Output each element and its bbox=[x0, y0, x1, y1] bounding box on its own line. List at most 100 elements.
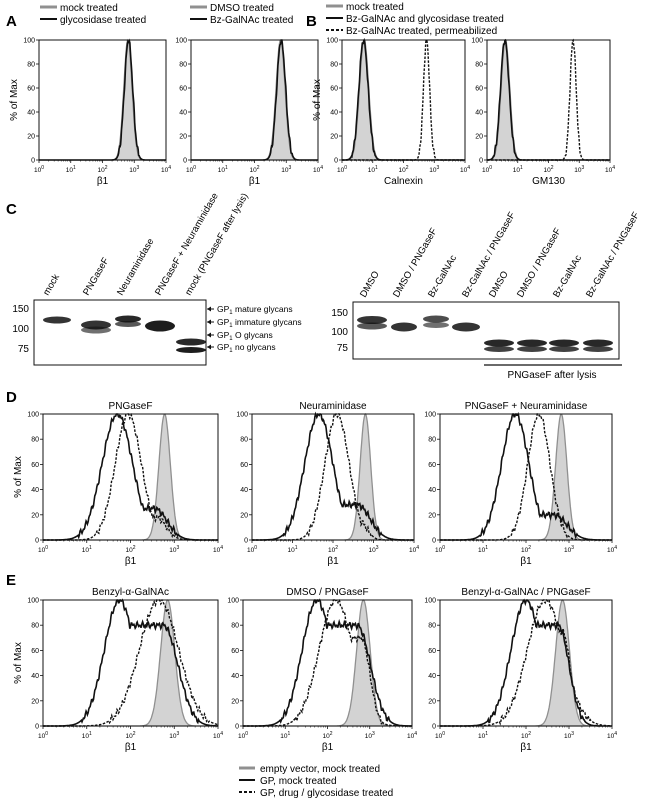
x-tick-label: 104 bbox=[161, 165, 171, 174]
y-tick-label: 80 bbox=[475, 62, 483, 69]
x-axis-label: β1 bbox=[520, 742, 532, 753]
y-tick-label: 80 bbox=[31, 623, 39, 630]
annotation-arrowhead bbox=[207, 344, 211, 350]
blot-band bbox=[357, 316, 387, 324]
y-tick-label: 80 bbox=[179, 62, 187, 69]
series-solid bbox=[191, 39, 318, 161]
histogram-panels: 0 20 40 60 80 100 100 101 102 103 104 β1 % of Max 0 20… bbox=[9, 38, 617, 754]
legend-bottom-gp-drug: GP, drug / glycosidase treated bbox=[260, 788, 393, 799]
y-tick-label: 80 bbox=[31, 437, 39, 444]
blot-band bbox=[484, 346, 514, 352]
lane-label: Bz-GalNAc bbox=[551, 253, 584, 299]
chart-title: DMSO / PNGaseF bbox=[286, 587, 368, 598]
y-tick-label: 60 bbox=[27, 86, 35, 93]
panel-letter-b: B bbox=[306, 13, 317, 30]
y-axis-label: % of Max bbox=[312, 79, 323, 121]
x-tick-label: 102 bbox=[398, 165, 408, 174]
histogram-e3: Benzyl-α-GalNAc / PNGaseF 0 20 40 60 80 100 100… bbox=[424, 587, 617, 753]
blot-band bbox=[115, 321, 141, 327]
y-tick-label: 100 bbox=[175, 38, 187, 45]
legend-a1-glycosidase: glycosidase treated bbox=[60, 15, 146, 26]
x-axis-label: β1 bbox=[322, 742, 334, 753]
x-tick-label: 100 bbox=[482, 165, 492, 174]
plot-frame bbox=[42, 413, 219, 541]
annotation-arrowhead bbox=[207, 306, 211, 312]
y-tick-label: 20 bbox=[475, 134, 483, 141]
x-tick-label: 101 bbox=[287, 545, 297, 554]
x-tick-label: 103 bbox=[564, 731, 574, 740]
y-tick-label: 60 bbox=[475, 86, 483, 93]
series-solid bbox=[43, 598, 218, 727]
y-tick-label: 100 bbox=[27, 412, 39, 419]
blot-right-bracket-label: PNGaseF after lysis bbox=[508, 370, 597, 381]
x-tick-label: 102 bbox=[97, 165, 107, 174]
x-axis-label: β1 bbox=[125, 742, 137, 753]
legend-b-glycosidase: Bz-GalNAc and glycosidase treated bbox=[346, 14, 504, 25]
series-dashed bbox=[440, 598, 613, 727]
annotation-arrowhead bbox=[207, 332, 211, 338]
x-tick-label: 104 bbox=[409, 545, 419, 554]
panel-letter-e: E bbox=[6, 572, 16, 589]
lane-label: Bz-GalNAc bbox=[426, 253, 459, 299]
y-tick-label: 20 bbox=[27, 134, 35, 141]
y-tick-label: 60 bbox=[240, 462, 248, 469]
histogram-d1: PNGaseF 0 20 40 60 80 100 100 101 102 103 104 β1 % of… bbox=[13, 401, 223, 567]
blot-band bbox=[423, 322, 449, 328]
x-tick-label: 102 bbox=[521, 731, 531, 740]
panel-letter-a: A bbox=[6, 13, 17, 30]
x-tick-label: 103 bbox=[368, 545, 378, 554]
x-tick-label: 100 bbox=[435, 731, 445, 740]
blot-band bbox=[423, 315, 449, 323]
series-dashed bbox=[43, 599, 219, 727]
series-gray bbox=[252, 412, 414, 541]
y-tick-label: 20 bbox=[31, 512, 39, 519]
y-tick-label: 40 bbox=[240, 487, 248, 494]
x-tick-label: 102 bbox=[322, 731, 332, 740]
lane-label: PNGaseF bbox=[81, 256, 111, 298]
series-solid bbox=[43, 413, 218, 541]
histogram-a2: 0 20 40 60 80 100 100 101 102 103 104 β1 bbox=[175, 38, 323, 188]
series-dashed bbox=[43, 412, 218, 541]
panel-letter-d: D bbox=[6, 389, 17, 406]
blot-band bbox=[81, 326, 111, 334]
x-tick-label: 101 bbox=[478, 731, 488, 740]
blot-band bbox=[452, 322, 480, 332]
lane-label: mock bbox=[41, 272, 62, 297]
x-tick-label: 100 bbox=[435, 545, 445, 554]
y-tick-label: 80 bbox=[231, 623, 239, 630]
y-tick-label: 40 bbox=[475, 110, 483, 117]
annotation-label: GP1 mature glycans bbox=[217, 304, 293, 316]
series-gray bbox=[43, 599, 218, 727]
y-tick-label: 100 bbox=[236, 412, 248, 419]
series-solid bbox=[440, 598, 612, 727]
legend-b-mock: mock treated bbox=[346, 2, 404, 13]
chart-title: Benzyl-α-GalNAc / PNGaseF bbox=[461, 587, 590, 598]
lane-label: DMSO bbox=[487, 269, 511, 299]
blot-band bbox=[549, 339, 579, 347]
y-tick-label: 60 bbox=[179, 86, 187, 93]
y-tick-label: 40 bbox=[31, 673, 39, 680]
y-tick-label: 0 bbox=[235, 724, 239, 731]
y-tick-label: 0 bbox=[31, 158, 35, 165]
y-tick-label: 40 bbox=[428, 487, 436, 494]
legend-a1-mock: mock treated bbox=[60, 3, 118, 14]
annotation-label: GP1 no glycans bbox=[217, 342, 276, 354]
blot-right-mw-100: 100 bbox=[331, 327, 348, 338]
series-dashed bbox=[440, 413, 612, 541]
y-tick-label: 80 bbox=[428, 623, 436, 630]
y-tick-label: 60 bbox=[428, 462, 436, 469]
blot-band bbox=[391, 322, 417, 332]
y-tick-label: 0 bbox=[35, 538, 39, 545]
x-tick-label: 104 bbox=[607, 545, 617, 554]
x-tick-label: 102 bbox=[125, 545, 135, 554]
series-solid bbox=[252, 411, 414, 541]
plot-frame bbox=[38, 39, 167, 161]
x-tick-label: 103 bbox=[574, 165, 584, 174]
panel-letter-c: C bbox=[6, 201, 17, 218]
x-tick-label: 100 bbox=[38, 545, 48, 554]
x-tick-label: 103 bbox=[169, 731, 179, 740]
blot-left-bands bbox=[43, 315, 206, 353]
x-tick-label: 104 bbox=[313, 165, 323, 174]
